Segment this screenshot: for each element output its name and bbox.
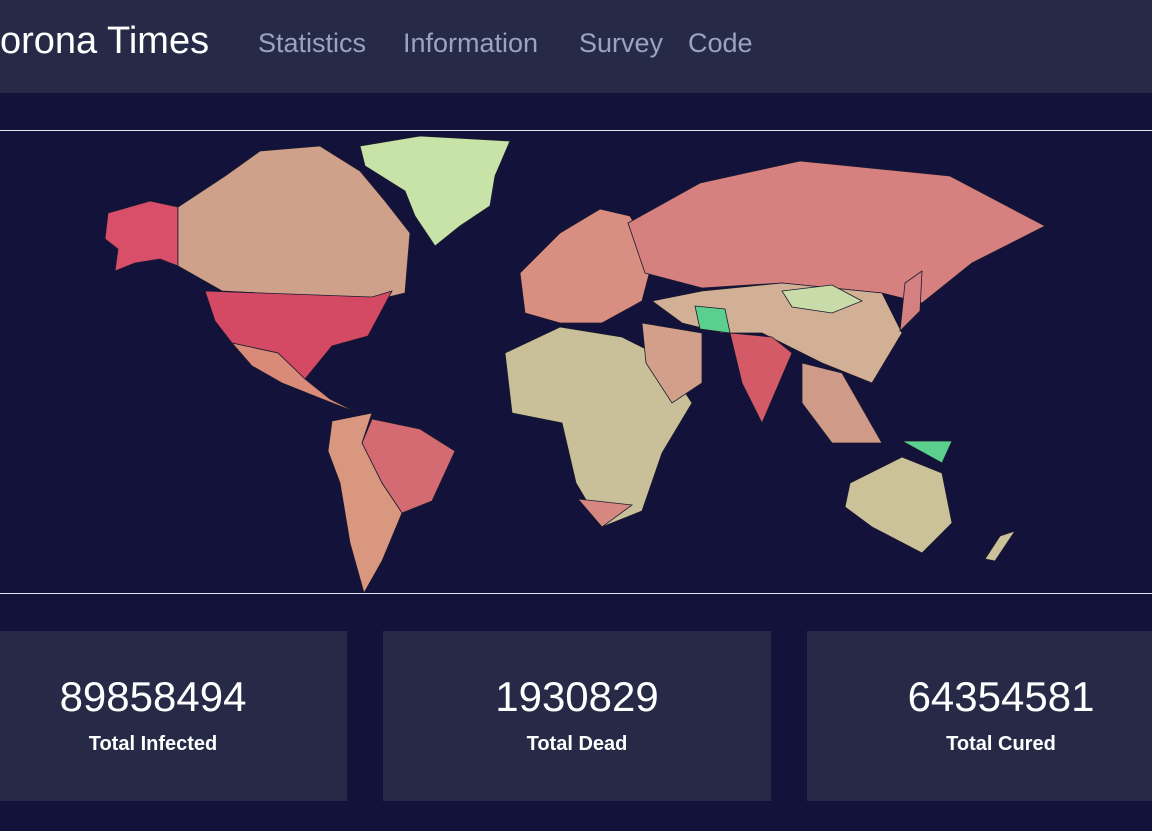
stat-card: 64354581 Total Cured (807, 631, 1152, 801)
region[interactable] (729, 332, 793, 424)
region[interactable] (781, 284, 863, 314)
region[interactable] (230, 342, 359, 414)
stat-label: Total Infected (88, 733, 218, 755)
stat-value: 1930829 (495, 673, 659, 720)
nav-link[interactable]: Code (688, 28, 753, 58)
region[interactable] (504, 326, 693, 528)
nav-link[interactable]: Survey (579, 28, 664, 58)
region[interactable] (641, 322, 703, 404)
nav-link[interactable]: Information (403, 28, 539, 58)
region[interactable] (327, 412, 403, 593)
brand[interactable]: orona Times (0, 20, 210, 62)
stat-label: Total Cured (946, 733, 1056, 755)
stat-card: 1930829 Total Dead (383, 631, 771, 801)
stat-label: Total Dead (526, 733, 628, 755)
region[interactable] (104, 200, 179, 272)
world-map (0, 130, 1152, 594)
stat-card: 89858494 Total Infected (0, 631, 347, 801)
region[interactable] (627, 160, 1046, 304)
region[interactable] (694, 305, 731, 334)
region[interactable] (177, 145, 411, 302)
region[interactable] (899, 270, 923, 333)
navbar: orona Times Statistics Information Surve… (0, 0, 1152, 93)
region[interactable] (204, 290, 393, 380)
region[interactable] (577, 498, 634, 528)
map-svg (104, 135, 1046, 593)
stat-value: 89858494 (59, 673, 247, 720)
region[interactable] (901, 440, 953, 464)
region[interactable] (359, 135, 511, 247)
stat-value: 64354581 (907, 673, 1095, 720)
region[interactable] (801, 362, 883, 444)
nav-link[interactable]: Statistics (258, 28, 367, 58)
region[interactable] (844, 456, 953, 554)
region[interactable] (984, 530, 1016, 562)
